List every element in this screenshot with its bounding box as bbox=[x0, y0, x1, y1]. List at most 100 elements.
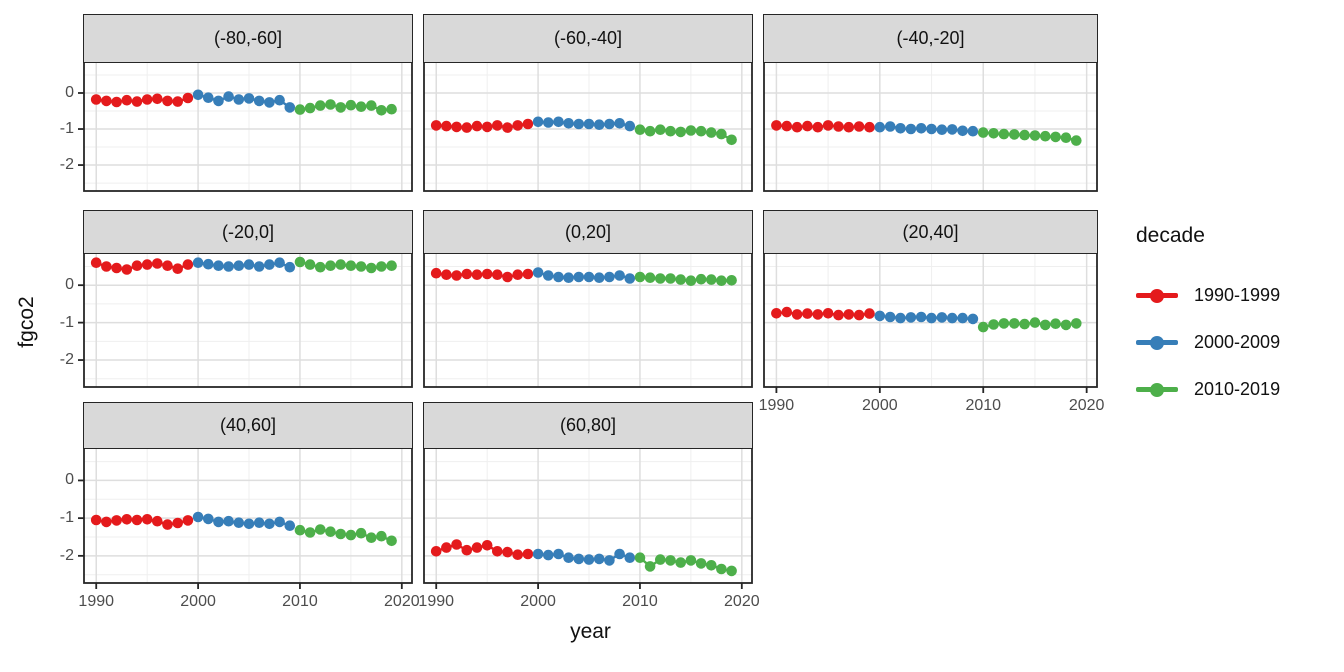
point-1997 bbox=[502, 271, 513, 283]
point-2012 bbox=[655, 554, 666, 565]
facet-(-20,0] bbox=[78, 252, 413, 388]
x-tick-label: 2020 bbox=[1068, 397, 1105, 414]
point-2016 bbox=[355, 527, 367, 539]
y-tick-label: -2 bbox=[59, 156, 74, 174]
point-2009 bbox=[284, 261, 296, 273]
point-2003 bbox=[223, 261, 234, 272]
point-2009 bbox=[624, 120, 636, 132]
facet-strip-label: (-80,-60] bbox=[213, 28, 283, 48]
point-2016 bbox=[1040, 130, 1051, 142]
facet-(0,20] bbox=[423, 252, 753, 388]
point-1998 bbox=[172, 96, 183, 107]
point-2011 bbox=[304, 527, 316, 538]
legend-label: 2010-2019 bbox=[1194, 379, 1281, 399]
point-2012 bbox=[998, 318, 1010, 329]
point-2005 bbox=[583, 118, 595, 130]
gridlines bbox=[424, 448, 752, 583]
point-1996 bbox=[492, 269, 503, 281]
point-2010 bbox=[977, 321, 989, 333]
point-2019 bbox=[726, 565, 737, 577]
series-1990-1999 bbox=[430, 118, 534, 133]
point-2007 bbox=[264, 518, 275, 530]
point-1992 bbox=[451, 121, 462, 133]
point-2007 bbox=[604, 555, 615, 566]
point-2003 bbox=[563, 552, 574, 563]
series-2010-2019 bbox=[977, 127, 1082, 146]
x-tick-label: 2020 bbox=[724, 593, 760, 610]
point-1997 bbox=[162, 95, 173, 107]
facet-(-60,-40] bbox=[423, 61, 753, 192]
legend-key-line-dot-icon bbox=[1136, 333, 1178, 353]
x-tick-label: 2000 bbox=[180, 593, 216, 610]
series-2010-2019 bbox=[634, 552, 737, 577]
point-1991 bbox=[101, 516, 112, 528]
point-1999 bbox=[182, 259, 194, 270]
point-1993 bbox=[461, 122, 473, 133]
legend-item-2000-2009: 2000-2009 bbox=[1128, 319, 1280, 366]
point-2007 bbox=[604, 118, 615, 130]
point-2013 bbox=[325, 526, 336, 537]
point-1998 bbox=[172, 263, 183, 275]
series-1990-1999 bbox=[430, 539, 534, 560]
legend-key-line-dot-icon bbox=[1136, 286, 1178, 306]
x-tick-label: 2010 bbox=[965, 397, 1002, 414]
facet-strip-label: (-20,0] bbox=[221, 221, 275, 242]
point-2001 bbox=[543, 270, 554, 281]
point-1992 bbox=[111, 96, 122, 108]
point-2003 bbox=[563, 272, 574, 284]
point-2015 bbox=[345, 529, 357, 541]
point-1990 bbox=[90, 514, 102, 526]
point-2007 bbox=[264, 259, 275, 270]
point-2018 bbox=[1060, 132, 1072, 143]
point-2001 bbox=[884, 311, 896, 323]
point-2009 bbox=[967, 313, 979, 325]
point-1990 bbox=[90, 257, 102, 269]
point-2010 bbox=[294, 524, 306, 536]
point-2004 bbox=[915, 123, 927, 134]
point-2005 bbox=[583, 554, 595, 565]
legend-item-2010-2019: 2010-2019 bbox=[1128, 366, 1280, 413]
point-1993 bbox=[121, 94, 133, 106]
point-1996 bbox=[152, 258, 163, 269]
point-2002 bbox=[213, 516, 224, 528]
point-1991 bbox=[781, 306, 793, 318]
y-tick-label: 0 bbox=[65, 471, 74, 489]
point-2008 bbox=[614, 270, 625, 281]
point-1999 bbox=[864, 121, 875, 133]
point-2014 bbox=[675, 274, 686, 285]
point-2001 bbox=[884, 121, 896, 132]
point-1990 bbox=[771, 120, 782, 131]
point-2012 bbox=[315, 261, 326, 273]
point-2000 bbox=[874, 310, 886, 322]
point-2015 bbox=[345, 99, 357, 111]
facet-strip-(40,60]: (40,60] bbox=[83, 402, 413, 449]
point-2014 bbox=[335, 102, 347, 113]
point-1992 bbox=[111, 515, 122, 526]
point-2001 bbox=[203, 258, 214, 270]
point-2010 bbox=[634, 124, 646, 135]
point-1992 bbox=[791, 121, 803, 133]
facet-strip-(-80,-60]: (-80,-60] bbox=[83, 14, 413, 63]
point-2019 bbox=[1071, 135, 1082, 146]
point-2019 bbox=[386, 535, 397, 547]
point-2004 bbox=[573, 271, 585, 283]
point-1994 bbox=[812, 309, 824, 320]
series-2010-2019 bbox=[294, 256, 397, 274]
point-2002 bbox=[553, 116, 564, 128]
series-1990-1999 bbox=[771, 120, 875, 133]
facet-(20,40] bbox=[763, 252, 1098, 393]
point-2006 bbox=[936, 312, 948, 323]
point-1990 bbox=[430, 120, 442, 131]
y-tick-label: 0 bbox=[65, 83, 74, 101]
point-2016 bbox=[1040, 319, 1051, 331]
point-2017 bbox=[706, 560, 717, 571]
facet-strip-label: (60,80] bbox=[559, 415, 617, 435]
point-2004 bbox=[233, 517, 245, 528]
point-1996 bbox=[492, 546, 503, 557]
point-2008 bbox=[274, 516, 285, 528]
point-2017 bbox=[366, 532, 377, 543]
point-2016 bbox=[695, 558, 707, 569]
point-2015 bbox=[685, 555, 697, 566]
point-1991 bbox=[101, 95, 112, 107]
